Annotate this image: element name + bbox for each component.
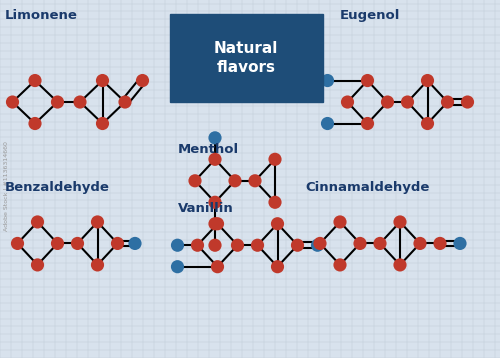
Point <box>211 156 219 162</box>
Point <box>384 99 392 105</box>
Point <box>364 121 372 126</box>
Point <box>274 264 281 270</box>
Point <box>316 241 324 246</box>
Point <box>191 178 199 184</box>
Point <box>324 78 332 83</box>
Point <box>114 241 122 246</box>
Point <box>74 241 82 246</box>
Point <box>344 99 351 105</box>
Point <box>54 241 62 246</box>
Text: Natural
flavors: Natural flavors <box>214 41 278 75</box>
Point <box>34 219 42 225</box>
Point <box>54 99 62 105</box>
Point <box>396 219 404 225</box>
Point <box>364 78 372 83</box>
Point <box>211 242 219 248</box>
Point <box>314 242 322 248</box>
Text: Cinnamaldehyde: Cinnamaldehyde <box>305 181 430 194</box>
Point <box>211 135 219 141</box>
Point <box>214 221 222 227</box>
Point <box>174 242 182 248</box>
Point <box>214 264 222 270</box>
Point <box>336 219 344 225</box>
Point <box>31 121 39 126</box>
Point <box>336 262 344 268</box>
Point <box>98 121 106 126</box>
Point <box>396 262 404 268</box>
Point <box>444 99 452 105</box>
Text: Adobe Stock | #1136314660: Adobe Stock | #1136314660 <box>4 141 10 231</box>
Point <box>456 241 464 246</box>
Point <box>324 121 332 126</box>
Point <box>376 241 384 246</box>
Point <box>76 99 84 105</box>
Text: Menthol: Menthol <box>178 143 238 156</box>
Point <box>424 121 432 126</box>
Point <box>138 78 146 83</box>
Text: Eugenol: Eugenol <box>340 9 400 22</box>
Point <box>131 241 139 246</box>
Point <box>194 242 202 248</box>
Point <box>8 99 16 105</box>
Point <box>94 262 102 268</box>
Point <box>94 219 102 225</box>
Point <box>436 241 444 246</box>
Point <box>31 78 39 83</box>
Point <box>98 78 106 83</box>
Point <box>211 199 219 205</box>
Point <box>464 99 471 105</box>
Point <box>174 264 182 270</box>
Point <box>14 241 22 246</box>
Point <box>271 199 279 205</box>
Point <box>121 99 129 105</box>
Point <box>416 241 424 246</box>
Point <box>424 78 432 83</box>
Text: Benzaldehyde: Benzaldehyde <box>5 181 110 194</box>
Text: Limonene: Limonene <box>5 9 78 22</box>
Point <box>234 242 241 248</box>
Point <box>231 178 239 184</box>
Point <box>294 242 302 248</box>
Point <box>356 241 364 246</box>
Point <box>34 262 42 268</box>
Point <box>254 242 262 248</box>
Point <box>211 221 219 227</box>
FancyBboxPatch shape <box>170 14 322 102</box>
Point <box>404 99 411 105</box>
Text: Vanillin: Vanillin <box>178 202 233 215</box>
Point <box>251 178 259 184</box>
Point <box>274 221 281 227</box>
Point <box>271 156 279 162</box>
